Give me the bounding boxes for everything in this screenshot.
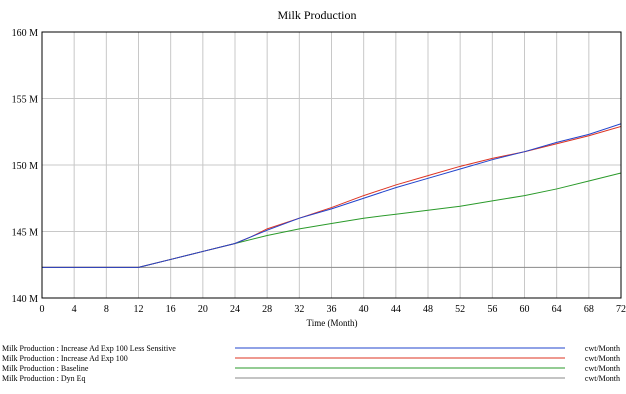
legend-entry-name: Milk Production : Baseline (2, 364, 89, 373)
y-tick-label: 140 M (12, 294, 39, 305)
x-tick-label: 48 (423, 304, 433, 315)
x-tick-label: 0 (40, 304, 45, 315)
legend-entry-name: Milk Production : Increase Ad Exp 100 Le… (2, 344, 176, 353)
x-tick-label: 64 (552, 304, 562, 315)
x-axis-label: Time (Month) (307, 318, 358, 328)
y-tick-label: 150 M (12, 161, 39, 172)
legend-entry-name: Milk Production : Increase Ad Exp 100 (2, 354, 128, 363)
legend-entry-name: Milk Production : Dyn Eq (2, 374, 86, 383)
x-tick-label: 52 (455, 304, 465, 315)
legend-entry-unit: cwt/Month (585, 364, 620, 373)
x-tick-label: 20 (198, 304, 208, 315)
x-tick-label: 4 (72, 304, 77, 315)
legend-entry-unit: cwt/Month (585, 374, 620, 383)
y-tick-label: 160 M (12, 28, 39, 39)
x-tick-label: 16 (166, 304, 176, 315)
x-tick-label: 28 (262, 304, 272, 315)
chart-title: Milk Production (277, 8, 356, 22)
legend-entry-unit: cwt/Month (585, 344, 620, 353)
x-tick-label: 44 (391, 304, 401, 315)
x-tick-label: 40 (359, 304, 369, 315)
grid-lines (42, 32, 621, 298)
x-tick-label: 60 (520, 304, 530, 315)
y-tick-label: 155 M (12, 95, 39, 106)
x-tick-label: 32 (294, 304, 304, 315)
x-tick-label: 24 (230, 304, 240, 315)
y-tick-label: 145 M (12, 228, 39, 239)
x-tick-label: 8 (104, 304, 109, 315)
x-tick-label: 36 (327, 304, 337, 315)
legend-entry-unit: cwt/Month (585, 354, 620, 363)
legend: Milk Production : Increase Ad Exp 100 Le… (2, 344, 620, 383)
x-tick-label: 68 (584, 304, 594, 315)
y-axis-ticks: 160 M 155 M 150 M 145 M 140 M (12, 28, 39, 305)
x-tick-label: 12 (134, 304, 144, 315)
x-tick-label: 72 (616, 304, 626, 315)
x-tick-label: 56 (487, 304, 497, 315)
